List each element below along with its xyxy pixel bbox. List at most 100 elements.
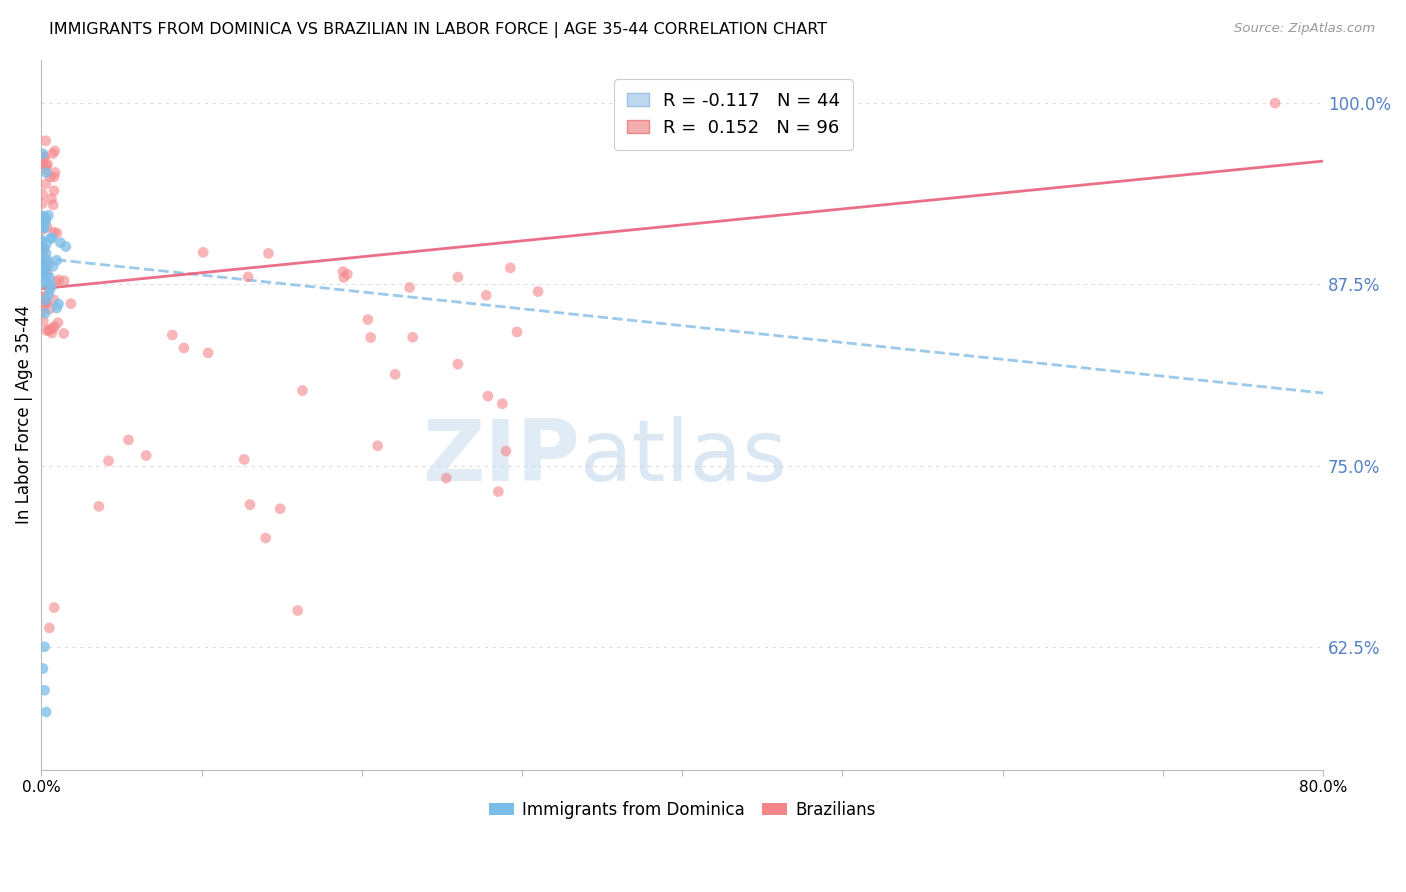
Point (31, 257, 53, 271)
Point (173, 341, 195, 355)
Point (35, 705, 58, 719)
Point (117, 433, 139, 447)
Point (31, 223, 53, 237)
Point (239, 498, 262, 512)
Point (42, 293, 65, 307)
Point (34, 263, 56, 277)
Point (39, 301, 62, 316)
Point (35, 246, 58, 260)
Point (31, 259, 53, 273)
Point (31, 263, 53, 277)
Point (434, 471, 457, 485)
Point (42, 260, 65, 274)
Point (506, 325, 529, 339)
Point (39, 282, 62, 296)
Point (44, 165, 66, 179)
Point (38, 281, 60, 295)
Point (34, 259, 56, 273)
Point (367, 439, 389, 453)
Point (475, 288, 498, 302)
Point (52, 326, 75, 341)
Point (31, 156, 53, 170)
Point (42, 169, 65, 184)
Legend: Immigrants from Dominica, Brazilians: Immigrants from Dominica, Brazilians (482, 794, 882, 826)
Point (38, 323, 60, 337)
Point (38, 621, 60, 635)
Point (44, 319, 66, 334)
Point (197, 346, 219, 360)
Point (34, 640, 56, 654)
Text: atlas: atlas (579, 416, 787, 499)
Point (499, 260, 522, 275)
Point (31, 209, 53, 223)
Point (34, 221, 56, 235)
Point (447, 270, 470, 285)
Point (45, 253, 67, 268)
Point (332, 264, 354, 278)
Point (37, 208, 59, 222)
Point (48, 273, 70, 287)
Point (291, 384, 314, 398)
Point (34, 162, 56, 177)
Point (35, 324, 58, 338)
Point (42, 225, 65, 239)
Point (32, 299, 55, 313)
Point (35, 295, 58, 310)
Point (44, 275, 66, 289)
Point (34, 683, 56, 698)
Point (31, 235, 53, 249)
Point (31, 187, 53, 202)
Point (45, 226, 67, 240)
Point (398, 280, 420, 294)
Point (491, 397, 513, 411)
Point (486, 484, 509, 499)
Point (59, 296, 82, 310)
Point (31, 196, 53, 211)
Point (38, 288, 60, 302)
Point (46, 316, 69, 330)
Point (42, 146, 65, 161)
Point (162, 328, 184, 343)
Point (31, 220, 53, 235)
Point (32, 146, 55, 161)
Point (35, 159, 58, 173)
Point (32, 661, 55, 675)
Point (41, 231, 63, 245)
Point (447, 357, 470, 371)
Point (31, 244, 53, 259)
Point (384, 368, 406, 382)
Point (32, 257, 55, 271)
Point (97, 454, 120, 468)
Point (32, 275, 55, 289)
Point (31, 263, 53, 277)
Point (39, 169, 62, 184)
Point (32, 242, 55, 256)
Point (477, 389, 499, 403)
Point (336, 267, 359, 281)
Y-axis label: In Labor Force | Age 35-44: In Labor Force | Age 35-44 (15, 305, 32, 524)
Point (254, 531, 277, 545)
Point (34, 260, 56, 275)
Point (402, 330, 425, 344)
Point (31, 275, 53, 289)
Point (233, 452, 256, 467)
Point (53, 274, 76, 288)
Point (135, 449, 157, 463)
Point (32, 264, 55, 278)
Point (34, 212, 56, 227)
Point (32, 290, 55, 304)
Text: IMMIGRANTS FROM DOMINICA VS BRAZILIAN IN LABOR FORCE | AGE 35-44 CORRELATION CHA: IMMIGRANTS FROM DOMINICA VS BRAZILIAN IN… (49, 22, 827, 38)
Point (35, 134, 58, 148)
Point (360, 330, 382, 344)
Point (35, 166, 58, 180)
Point (34, 306, 56, 320)
Point (257, 246, 280, 260)
Point (41, 192, 63, 206)
Point (191, 245, 214, 260)
Point (333, 270, 356, 285)
Point (31, 304, 53, 318)
Point (35, 214, 58, 228)
Point (1264, 96, 1286, 111)
Point (34, 150, 56, 164)
Point (527, 285, 550, 299)
